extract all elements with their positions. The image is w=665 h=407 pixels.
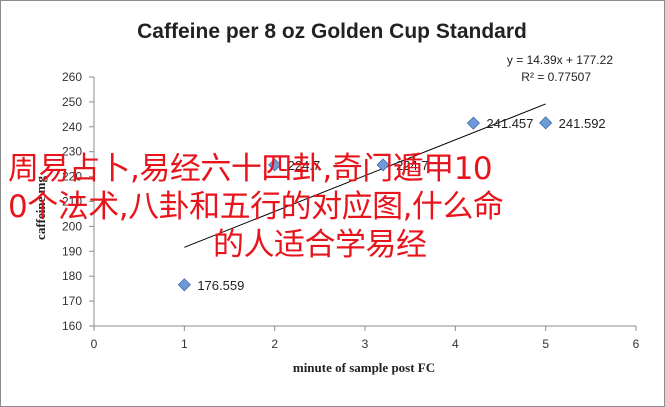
y-tick-label: 170	[62, 294, 82, 308]
data-labels: 176.559 224.7 224.7 241.457 241.592	[197, 116, 605, 293]
data-point-marker	[376, 158, 390, 172]
y-tick-label: 160	[62, 319, 82, 333]
y-tick-label: 250	[62, 95, 82, 109]
tick-labels: 160 170 180 190 200 210 220 230 240 250 260 0 1 2 3 4 5 6	[62, 70, 640, 351]
trendline	[184, 103, 546, 248]
x-tick-label: 0	[91, 337, 98, 351]
trendline-group	[184, 103, 546, 248]
data-point-marker	[539, 116, 553, 130]
x-tick-label: 4	[452, 337, 459, 351]
data-point-marker	[268, 158, 282, 172]
x-tick-label: 3	[362, 337, 369, 351]
y-tick-label: 220	[62, 170, 82, 184]
x-tick-label: 5	[542, 337, 549, 351]
y-axis-label: caffeine mg	[33, 176, 48, 240]
y-tick-label: 260	[62, 70, 82, 84]
data-points	[177, 116, 553, 292]
data-point-label: 176.559	[197, 278, 244, 293]
x-tick-label: 1	[181, 337, 188, 351]
data-point-label: 241.592	[559, 116, 606, 131]
y-tick-label: 240	[62, 120, 82, 134]
data-point-label: 224.7	[396, 158, 429, 173]
y-tick-label: 230	[62, 145, 82, 159]
y-tick-label: 210	[62, 195, 82, 209]
data-point-marker	[466, 116, 480, 130]
x-tick-label: 6	[633, 337, 640, 351]
trendline-equation: y = 14.39x + 177.22	[507, 53, 613, 67]
chart-title: Caffeine per 8 oz Golden Cup Standard	[137, 20, 527, 43]
data-point-label: 241.457	[486, 116, 533, 131]
data-point-label: 224.7	[288, 158, 321, 173]
y-tick-label: 190	[62, 244, 82, 258]
y-tick-label: 180	[62, 269, 82, 283]
trendline-r-squared: R² = 0.77507	[521, 70, 591, 84]
x-tick-label: 2	[271, 337, 278, 351]
y-tick-label: 200	[62, 219, 82, 233]
data-point-marker	[177, 278, 191, 292]
x-axis-label: minute of sample post FC	[293, 360, 435, 375]
axes	[89, 76, 637, 331]
